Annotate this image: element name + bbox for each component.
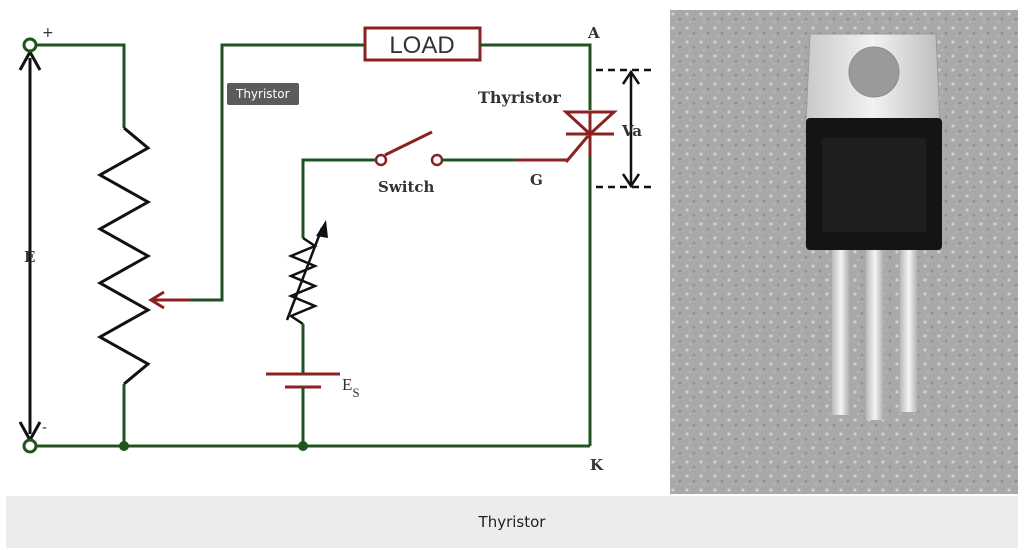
junction-node-right bbox=[298, 441, 308, 451]
va-measurement bbox=[596, 68, 652, 189]
load-box bbox=[363, 26, 482, 62]
va-label: Va bbox=[621, 122, 642, 140]
es-label: ES bbox=[342, 375, 360, 400]
tooltip: Thyristor bbox=[227, 83, 299, 105]
thyristor-lead-1 bbox=[832, 250, 850, 415]
voltage-e-label: E bbox=[24, 248, 35, 266]
cathode-label: K bbox=[590, 456, 604, 474]
supply-voltage-arrow bbox=[18, 48, 42, 444]
switch-contact-left bbox=[374, 153, 388, 167]
switch-contact-right bbox=[430, 153, 444, 167]
gate-left-wire bbox=[301, 158, 375, 238]
positive-terminal bbox=[22, 37, 38, 53]
minus-label: - bbox=[42, 420, 47, 436]
thyristor-lead-3 bbox=[900, 250, 918, 412]
mounting-hole bbox=[848, 46, 900, 98]
load-to-anode-wire bbox=[480, 43, 592, 110]
thyristor-label: Thyristor bbox=[478, 88, 561, 107]
gate-label: G bbox=[530, 171, 543, 189]
es-sub-label: S bbox=[352, 385, 359, 400]
thyristor-lead-2 bbox=[866, 250, 884, 420]
switch-label: Switch bbox=[378, 178, 435, 196]
anode-label: A bbox=[587, 24, 600, 42]
plus-label: + bbox=[42, 25, 54, 41]
top-left-wire bbox=[36, 43, 126, 128]
variable-resistor-arrow bbox=[285, 227, 324, 321]
wiper-wire bbox=[190, 43, 365, 302]
figure-caption: Thyristor bbox=[478, 513, 546, 531]
thyristor-circuit-diagram: + - E LOAD A Thyristor K bbox=[18, 24, 652, 474]
junction-node-left bbox=[119, 441, 129, 451]
thyristor-symbol bbox=[562, 110, 618, 163]
potentiometer bbox=[96, 126, 152, 386]
potentiometer-wiper bbox=[148, 290, 190, 310]
negative-terminal bbox=[22, 438, 38, 454]
switch-lever bbox=[384, 130, 433, 157]
load-label: LOAD bbox=[389, 32, 454, 59]
caption-bar: Thyristor bbox=[6, 496, 1018, 548]
es-main-label: E bbox=[342, 375, 352, 394]
thyristor-photo bbox=[670, 10, 1018, 494]
variable-resistor-arrowhead bbox=[316, 220, 328, 238]
